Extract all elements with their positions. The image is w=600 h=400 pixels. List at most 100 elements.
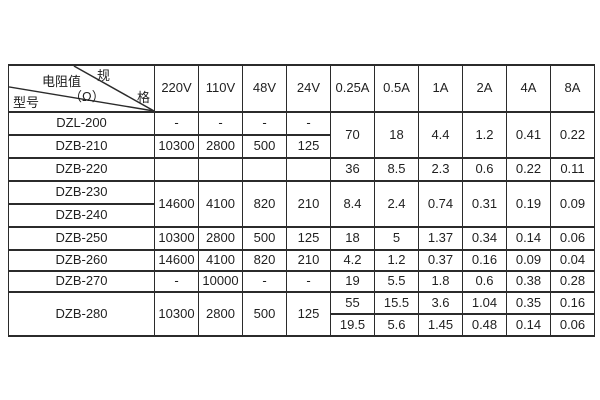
value-cell: 70 <box>330 111 375 159</box>
row-dzb-250: DZB-250 10300 2800 500 125 18 5 1.37 0.3… <box>8 226 595 251</box>
value-cell: 1.2 <box>462 111 507 159</box>
value-cell: 19 <box>330 270 375 293</box>
row-dzb-220: DZB-220 36 8.5 2.3 0.6 0.22 0.11 <box>8 157 595 182</box>
col-header-110v: 110V <box>198 64 243 113</box>
value-cell: 36 <box>330 157 375 182</box>
value-cell: 2800 <box>198 134 243 159</box>
value-cell: - <box>242 270 287 293</box>
value-cell: 0.14 <box>506 226 551 251</box>
diagonal-corner-inner: 规 格 电阻值 （Ω） 型号 <box>9 67 154 110</box>
value-cell: 8.4 <box>330 180 375 228</box>
value-cell: 8.5 <box>374 157 419 182</box>
value-cell: 4100 <box>198 180 243 228</box>
value-cell: 0.37 <box>418 249 463 272</box>
header-row: 规 格 电阻值 （Ω） 型号 220V 110V 48V 24V 0.25A 0… <box>8 64 595 113</box>
value-cell: 2.3 <box>418 157 463 182</box>
value-cell: 500 <box>242 291 287 337</box>
value-cell: 0.6 <box>462 157 507 182</box>
value-cell: 4100 <box>198 249 243 272</box>
value-cell: 18 <box>330 226 375 251</box>
row-dzl-200: DZL-200 - - - - 70 18 4.4 1.2 0.41 0.22 <box>8 111 595 159</box>
value-cell: 18 <box>374 111 419 159</box>
value-cell: 125 <box>286 134 331 159</box>
row-dzb-260: DZB-260 14600 4100 820 210 4.2 1.2 0.37 … <box>8 249 595 272</box>
value-cell: 0.38 <box>506 270 551 293</box>
value-cell: 1.04 <box>462 291 507 315</box>
value-cell: 0.22 <box>550 111 595 159</box>
value-cell: 55 <box>330 291 375 315</box>
row-model-dzb-250: DZB-250 <box>8 226 155 251</box>
value-cell: 500 <box>242 226 287 251</box>
row-dzb-240: DZB-240 <box>8 203 595 228</box>
value-cell: 0.48 <box>462 313 507 337</box>
empty-cell <box>242 157 287 182</box>
value-cell: 0.06 <box>550 226 595 251</box>
value-cell: 2.4 <box>374 180 419 228</box>
value-cell: 5.6 <box>374 313 419 337</box>
value-cell: 0.28 <box>550 270 595 293</box>
value-cell: 0.31 <box>462 180 507 228</box>
value-cell: 0.35 <box>506 291 551 315</box>
row-model-dzb-260: DZB-260 <box>8 249 155 272</box>
value-cell: 0.09 <box>550 180 595 228</box>
col-header-2a: 2A <box>462 64 507 113</box>
value-cell: 0.14 <box>506 313 551 337</box>
value-cell: 0.16 <box>462 249 507 272</box>
value-cell: 210 <box>286 249 331 272</box>
corner-label-spec-bottom: 格 <box>137 90 151 105</box>
value-cell: - <box>242 111 287 136</box>
value-cell: 125 <box>286 291 331 337</box>
value-cell: - <box>154 270 199 293</box>
value-cell: 210 <box>286 180 331 228</box>
value-cell: 0.34 <box>462 226 507 251</box>
value-cell: 0.16 <box>550 291 595 315</box>
value-cell: 15.5 <box>374 291 419 315</box>
value-cell: 14600 <box>154 249 199 272</box>
row-dzb-280: DZB-280 10300 2800 500 125 55 15.5 3.6 1… <box>8 291 595 337</box>
row-model-dzb-240: DZB-240 <box>8 203 155 228</box>
value-cell: 2800 <box>198 291 243 337</box>
resistance-spec-table: 规 格 电阻值 （Ω） 型号 220V 110V 48V 24V 0.25A 0… <box>8 64 595 337</box>
value-cell: 2800 <box>198 226 243 251</box>
col-header-8a: 8A <box>550 64 595 113</box>
diagonal-corner-cell: 规 格 电阻值 （Ω） 型号 <box>8 64 155 113</box>
value-cell: 1.2 <box>374 249 419 272</box>
value-cell: 1.45 <box>418 313 463 337</box>
row-model-dzb-270: DZB-270 <box>8 270 155 293</box>
row-model-dzb-230: DZB-230 <box>8 180 155 205</box>
value-cell: 0.22 <box>506 157 551 182</box>
value-cell: 0.06 <box>550 313 595 337</box>
value-cell: 0.6 <box>462 270 507 293</box>
row-model-dzl-200: DZL-200 <box>8 111 155 136</box>
col-header-0-5a: 0.5A <box>374 64 419 113</box>
row-model-dzb-210: DZB-210 <box>8 134 155 159</box>
value-cell: 0.11 <box>550 157 595 182</box>
col-header-1a: 1A <box>418 64 463 113</box>
value-cell: 10000 <box>198 270 243 293</box>
col-header-48v: 48V <box>242 64 287 113</box>
value-cell: 0.09 <box>506 249 551 272</box>
value-cell: - <box>286 270 331 293</box>
diagonal-lines <box>9 67 154 110</box>
value-cell: 10300 <box>154 291 199 337</box>
col-header-24v: 24V <box>286 64 331 113</box>
value-cell: 1.8 <box>418 270 463 293</box>
value-cell: 5 <box>374 226 419 251</box>
value-cell: - <box>154 111 199 136</box>
row-model-dzb-280: DZB-280 <box>8 291 155 337</box>
col-header-4a: 4A <box>506 64 551 113</box>
empty-cell <box>198 157 243 182</box>
value-cell: 1.37 <box>418 226 463 251</box>
empty-cell <box>154 157 199 182</box>
value-cell: 10300 <box>154 226 199 251</box>
value-cell: 125 <box>286 226 331 251</box>
row-model-dzb-220: DZB-220 <box>8 157 155 182</box>
row-dzb-270: DZB-270 - 10000 - - 19 5.5 1.8 0.6 0.38 … <box>8 270 595 293</box>
row-dzb-230: DZB-230 14600 4100 820 210 8.4 2.4 0.74 … <box>8 180 595 228</box>
value-cell: 3.6 <box>418 291 463 315</box>
col-header-220v: 220V <box>154 64 199 113</box>
corner-label-resistance-unit: （Ω） <box>69 89 105 104</box>
value-cell: 0.04 <box>550 249 595 272</box>
value-cell: 4.4 <box>418 111 463 159</box>
